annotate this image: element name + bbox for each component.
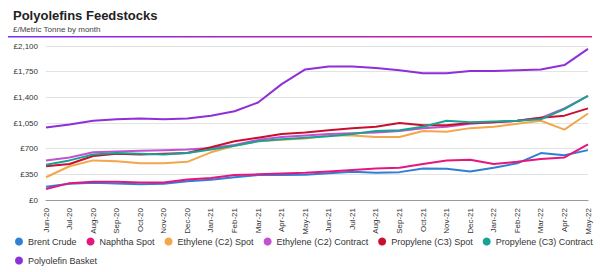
- svg-text:£700: £700: [20, 144, 38, 153]
- svg-text:Polyolefin Basket: Polyolefin Basket: [28, 256, 98, 266]
- svg-text:Sep-21: Sep-21: [395, 207, 404, 233]
- svg-text:Dec-20: Dec-20: [183, 207, 192, 233]
- svg-text:Mar-21: Mar-21: [254, 207, 263, 233]
- svg-text:Feb-22: Feb-22: [513, 207, 522, 233]
- svg-text:Polyolefins Feedstocks: Polyolefins Feedstocks: [13, 8, 158, 23]
- svg-text:Dec-21: Dec-21: [466, 207, 475, 233]
- svg-text:£2,100: £2,100: [14, 42, 39, 51]
- svg-text:Jun-21: Jun-21: [324, 207, 333, 232]
- svg-text:Nov-20: Nov-20: [159, 207, 168, 233]
- svg-text:Nov-21: Nov-21: [442, 207, 451, 233]
- svg-text:May-21: May-21: [301, 207, 310, 234]
- svg-text:Oct-20: Oct-20: [136, 207, 145, 232]
- svg-text:£350: £350: [20, 170, 38, 179]
- svg-text:£1,050: £1,050: [14, 119, 39, 128]
- svg-text:Ethylene (C2) Spot: Ethylene (C2) Spot: [178, 237, 255, 247]
- svg-text:Mar-22: Mar-22: [536, 207, 545, 233]
- svg-text:Jul-21: Jul-21: [348, 207, 357, 229]
- svg-text:Jan-22: Jan-22: [489, 207, 498, 232]
- svg-text:Jun-20: Jun-20: [42, 207, 51, 232]
- svg-text:£1,750: £1,750: [14, 67, 39, 76]
- svg-text:Naphtha Spot: Naphtha Spot: [100, 237, 156, 247]
- svg-text:Aug-21: Aug-21: [371, 207, 380, 233]
- svg-text:Jul-20: Jul-20: [65, 207, 74, 229]
- svg-text:Propylene (C3) Contract: Propylene (C3) Contract: [496, 237, 594, 247]
- svg-text:Feb-21: Feb-21: [230, 207, 239, 233]
- svg-text:Ethylene (C2) Contract: Ethylene (C2) Contract: [277, 237, 369, 247]
- svg-text:May-22: May-22: [584, 207, 593, 234]
- svg-text:£/Metric Tonne by month: £/Metric Tonne by month: [13, 25, 100, 34]
- svg-text:Brent Crude: Brent Crude: [28, 237, 77, 247]
- svg-text:£1,400: £1,400: [14, 93, 39, 102]
- svg-text:Oct-21: Oct-21: [419, 207, 428, 232]
- svg-text:Apr-21: Apr-21: [277, 207, 286, 232]
- svg-text:Jan-21: Jan-21: [206, 207, 215, 232]
- svg-text:Aug-20: Aug-20: [89, 207, 98, 233]
- svg-text:£0: £0: [29, 196, 38, 205]
- svg-text:Sep-20: Sep-20: [112, 207, 121, 233]
- svg-text:Propylene (C3) Spot: Propylene (C3) Spot: [391, 237, 473, 247]
- svg-text:Apr-22: Apr-22: [560, 207, 569, 232]
